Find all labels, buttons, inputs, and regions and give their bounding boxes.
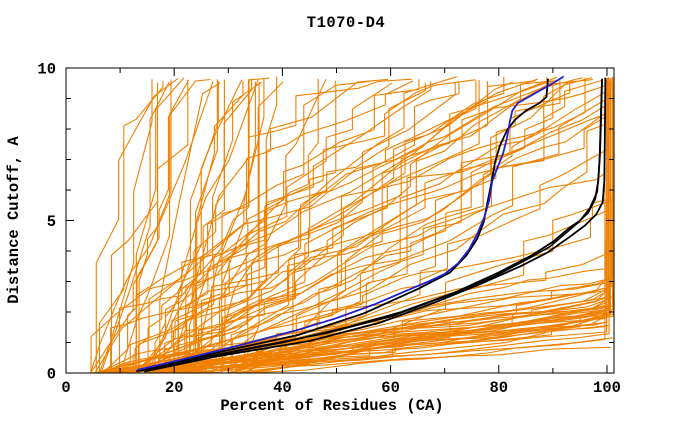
orange-model-curve [93, 81, 460, 374]
x-tick-label: 100 [593, 379, 621, 397]
x-tick-label: 20 [165, 379, 184, 397]
orange-model-curve [123, 80, 480, 374]
orange-model-curve [191, 81, 612, 374]
orange-model-curve [90, 76, 458, 373]
orange-model-curve [100, 81, 170, 374]
orange-model-curve [227, 346, 612, 374]
orange-model-curve [90, 78, 211, 374]
orange-model-curve [134, 77, 583, 373]
y-tick-label: 5 [47, 213, 56, 231]
orange-model-curve [145, 79, 608, 374]
orange-model-curve [91, 78, 412, 374]
y-tick-label: 10 [37, 61, 56, 79]
orange-model-curve [103, 79, 420, 374]
orange-model-curve [249, 313, 614, 374]
orange-model-curve [154, 80, 608, 374]
x-axis-label: Percent of Residues (CA) [220, 397, 443, 415]
axis-ticks [65, 67, 614, 374]
orange-model-curve [195, 79, 218, 373]
orange-model-curve [136, 82, 611, 374]
orange-model-curve [186, 80, 558, 373]
orange-model-curve [102, 79, 189, 374]
orange-model-curve [221, 81, 256, 373]
orange-model-curve [159, 82, 221, 373]
orange-model-curve [138, 81, 214, 373]
orange-model-curve [178, 79, 593, 373]
orange-model-curve [110, 82, 159, 373]
highlight-blue-curve [137, 75, 565, 371]
orange-model-curve [98, 81, 164, 373]
orange-model-curve [192, 79, 265, 374]
orange-model-curve [130, 79, 476, 374]
orange-model-curve [158, 304, 607, 374]
y-axis-label: Distance Cutoff, A [5, 136, 23, 304]
best-black-b-curve [144, 77, 607, 373]
y-tick-label: 0 [47, 366, 56, 384]
orange-model-curve [164, 77, 613, 374]
x-tick-label: 0 [61, 379, 70, 397]
orange-model-curve [209, 113, 607, 374]
orange-model-curve [95, 78, 179, 373]
orange-model-curve [92, 77, 613, 374]
orange-model-curve [146, 78, 250, 374]
orange-model-curve [154, 76, 505, 374]
orange-model-curve [232, 122, 608, 374]
highlighted-model-curves [136, 75, 607, 373]
orange-model-curve [146, 321, 606, 374]
orange-model-curve [245, 78, 606, 374]
orange-model-curve [143, 81, 219, 374]
orange-model-curves [89, 76, 614, 374]
orange-model-curve [225, 304, 609, 374]
orange-model-curve [205, 79, 611, 373]
orange-model-curve [182, 78, 253, 374]
orange-model-curve [148, 81, 514, 374]
x-tick-label: 80 [489, 379, 508, 397]
orange-model-curve [132, 80, 414, 373]
orange-model-curve [89, 79, 172, 374]
orange-model-curve [241, 78, 611, 374]
orange-model-curve [102, 79, 602, 374]
orange-model-curve [193, 81, 608, 374]
orange-model-curve [245, 77, 593, 374]
orange-model-curve [211, 81, 284, 374]
orange-model-curve [118, 78, 389, 374]
orange-model-curve [110, 77, 548, 373]
x-tick-label: 40 [273, 379, 292, 397]
chart-title: T1070-D4 [307, 14, 385, 32]
x-tick-label: 60 [381, 379, 400, 397]
best-black-c-curve [140, 80, 603, 372]
orange-model-curve [188, 81, 263, 373]
orange-model-curve [164, 81, 488, 373]
axis-tick-labels: 0 20 40 60 80 100 0 5 10 [37, 61, 621, 398]
orange-model-curve [161, 76, 558, 374]
orange-model-curve [98, 79, 153, 374]
orange-model-curve [92, 317, 606, 374]
